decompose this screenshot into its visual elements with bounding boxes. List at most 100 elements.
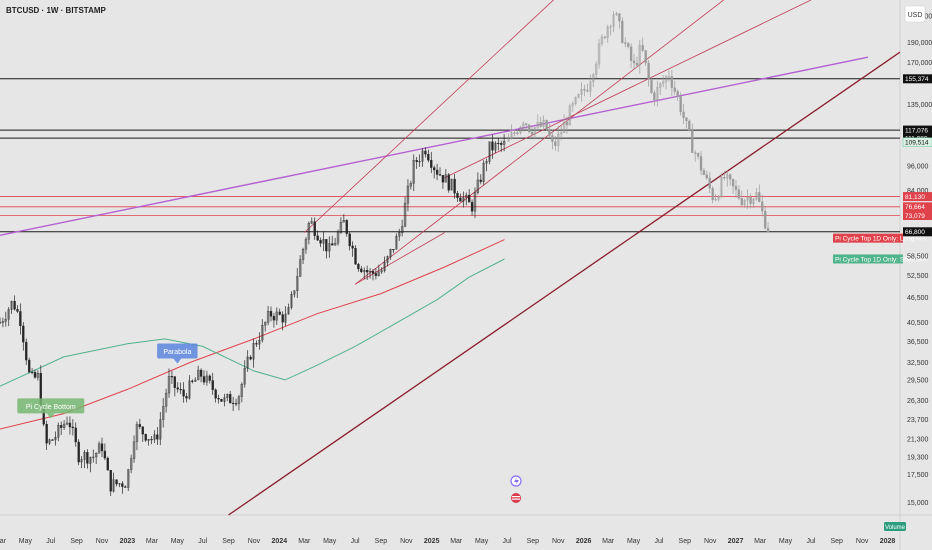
y-tick-label: 135,000 bbox=[907, 102, 932, 109]
ghost-candle-body bbox=[533, 127, 537, 135]
candle-body bbox=[68, 422, 72, 428]
candle-body bbox=[470, 202, 474, 212]
candle-body bbox=[16, 309, 19, 312]
price-tag-box bbox=[903, 211, 932, 221]
candle-body bbox=[86, 452, 89, 464]
candle-body bbox=[249, 356, 252, 360]
current-price-label: 109,514 bbox=[905, 139, 929, 146]
candle-body bbox=[173, 376, 176, 388]
candle-body bbox=[22, 325, 25, 343]
candle-body bbox=[261, 325, 264, 341]
ghost-candle-body bbox=[644, 50, 647, 64]
candle-body bbox=[278, 311, 281, 315]
flag-stripe-icon bbox=[512, 496, 520, 498]
x-tick-label: Nov bbox=[704, 538, 717, 545]
candle-body bbox=[342, 220, 345, 223]
x-tick-label: May bbox=[627, 538, 641, 545]
note-text: Parabola bbox=[163, 349, 191, 356]
candle-body bbox=[424, 150, 427, 155]
candle-body bbox=[77, 441, 80, 463]
x-tick-label: Mar bbox=[754, 538, 767, 545]
overlay-ui: BTCUSD · 1W · BITSTAMP USD Volume bbox=[6, 5, 926, 531]
candle-body bbox=[144, 433, 147, 441]
ghost-candle-body bbox=[758, 192, 761, 202]
price-tag-box bbox=[903, 202, 932, 212]
ghost-candle-body bbox=[638, 45, 641, 66]
candle-body bbox=[132, 441, 136, 459]
moving-averages: Pi Cycle Top 1D Only: Long MA Pi Cycle To… bbox=[0, 233, 928, 430]
currency-button[interactable]: USD bbox=[904, 5, 926, 23]
ghost-candle-body bbox=[606, 26, 609, 38]
y-tick-label: 32,500 bbox=[907, 360, 929, 367]
candle-body bbox=[272, 316, 276, 321]
candle-body bbox=[19, 311, 22, 327]
candle-body bbox=[220, 399, 223, 402]
ghost-candle-body bbox=[577, 94, 580, 98]
candle-body bbox=[482, 162, 485, 182]
candle-body bbox=[202, 376, 206, 383]
candle-body bbox=[374, 273, 378, 276]
x-tick-label: Nov bbox=[856, 538, 869, 545]
note-box bbox=[17, 398, 85, 414]
ghost-candle-body bbox=[548, 129, 551, 136]
ghost-candle-body bbox=[656, 87, 659, 101]
ghost-candle-body bbox=[580, 89, 583, 95]
candle-body bbox=[281, 314, 284, 323]
us-flag-event-icon[interactable] bbox=[511, 493, 521, 503]
x-tick-label: Mar bbox=[0, 538, 7, 545]
indicator-tag-label: Pi Cycle Top 1D Only: Short MA bbox=[835, 256, 928, 263]
candle-body bbox=[333, 243, 337, 246]
candle-body bbox=[182, 389, 185, 397]
ghost-candle-body bbox=[659, 83, 662, 88]
candle-body bbox=[316, 235, 319, 241]
candle-body bbox=[319, 240, 322, 244]
ghost-candle-body bbox=[565, 122, 569, 126]
candle-body bbox=[502, 141, 506, 145]
x-tick-label: May bbox=[19, 538, 33, 545]
event-icons[interactable] bbox=[510, 475, 522, 503]
ghost-candle-body bbox=[752, 199, 755, 204]
y-tick-label: 15,000 bbox=[907, 500, 929, 507]
x-tick-label: Nov bbox=[552, 538, 565, 545]
candle-body bbox=[36, 372, 40, 378]
candle-body bbox=[336, 232, 340, 244]
candle-body bbox=[188, 380, 191, 399]
symbol-title: BTCUSD · 1W · BITSTAMP bbox=[6, 6, 107, 15]
candle-body bbox=[485, 161, 488, 164]
candle-body bbox=[418, 161, 421, 163]
ghost-candle-body bbox=[708, 177, 711, 189]
candle-body bbox=[400, 226, 404, 233]
x-tick-label: Jul bbox=[46, 538, 55, 545]
candle-body bbox=[296, 276, 299, 291]
candle-body bbox=[348, 233, 351, 247]
ghost-candle-body bbox=[542, 119, 545, 127]
candle-body bbox=[60, 425, 63, 428]
x-tick-label: 2028 bbox=[880, 538, 896, 545]
x-tick-label: Jul bbox=[654, 538, 663, 545]
candle-body bbox=[159, 419, 162, 440]
x-tick-label: 2024 bbox=[272, 538, 288, 545]
volume-badge[interactable]: Volume bbox=[884, 522, 906, 531]
candle-body bbox=[266, 311, 270, 323]
candle-body bbox=[48, 439, 51, 444]
y-tick-label: 52,500 bbox=[907, 273, 929, 280]
x-tick-label: Sep bbox=[830, 538, 843, 545]
ghost-candle-body bbox=[647, 62, 650, 80]
candle-body bbox=[127, 469, 130, 488]
y-tick-label: 21,300 bbox=[907, 436, 929, 443]
candle-body bbox=[298, 259, 302, 277]
ghost-candle-body bbox=[545, 119, 548, 130]
x-tick-label: 2023 bbox=[120, 538, 136, 545]
y-tick-label: 36,500 bbox=[907, 339, 929, 346]
note-pointer bbox=[46, 413, 55, 419]
ghost-candle-body bbox=[702, 170, 706, 175]
candle-body bbox=[162, 406, 165, 420]
candle-body bbox=[328, 243, 331, 252]
ghost-candle-body bbox=[519, 126, 522, 134]
y-tick-label: 170,000 bbox=[907, 60, 932, 67]
ghost-candle-body bbox=[746, 196, 749, 201]
candle-body bbox=[441, 175, 445, 183]
candle-body bbox=[287, 307, 290, 315]
